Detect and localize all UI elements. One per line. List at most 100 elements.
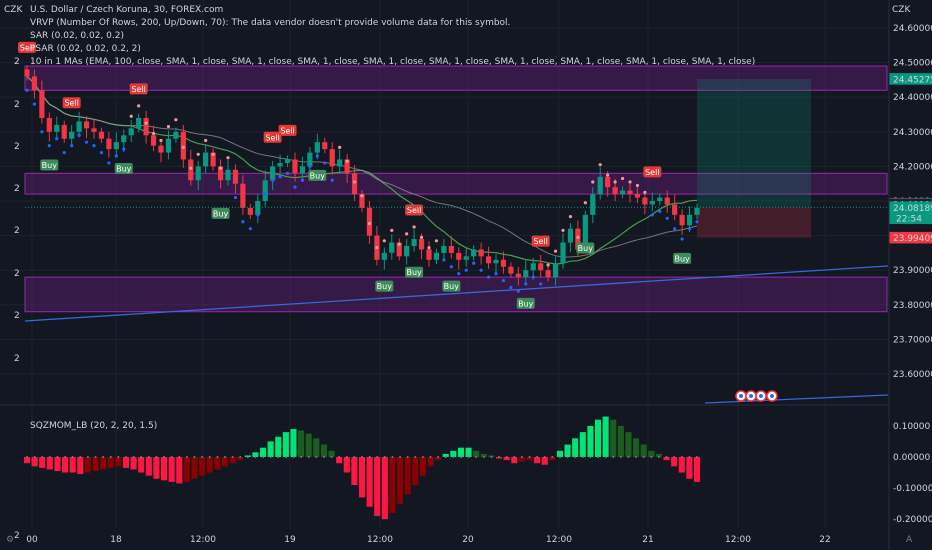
- momentum-bar[interactable]: [199, 457, 206, 476]
- candle[interactable]: [515, 273, 521, 278]
- momentum-bar[interactable]: [290, 429, 297, 457]
- trendline-projection[interactable]: [704, 394, 889, 404]
- momentum-bar[interactable]: [305, 433, 312, 457]
- momentum-bar[interactable]: [176, 457, 183, 484]
- buy-signal-label[interactable]: [516, 297, 535, 309]
- buy-signal-label[interactable]: [576, 242, 595, 254]
- buy-signal-label[interactable]: [375, 280, 394, 292]
- candle[interactable]: [270, 166, 276, 181]
- momentum-bar[interactable]: [671, 457, 678, 467]
- momentum-bar[interactable]: [206, 457, 213, 473]
- candle[interactable]: [210, 152, 216, 167]
- momentum-bar[interactable]: [275, 436, 282, 457]
- candle[interactable]: [262, 180, 268, 201]
- candle[interactable]: [500, 259, 507, 267]
- buy-signal-label[interactable]: [114, 162, 133, 174]
- momentum-bar[interactable]: [191, 457, 198, 479]
- momentum-bar[interactable]: [678, 457, 685, 473]
- buy-signal-label[interactable]: [405, 266, 424, 278]
- momentum-bar[interactable]: [39, 457, 46, 468]
- momentum-bar[interactable]: [153, 457, 160, 479]
- candle[interactable]: [567, 228, 574, 243]
- supply-demand-zone[interactable]: [24, 65, 888, 91]
- momentum-bar[interactable]: [298, 430, 305, 457]
- candle[interactable]: [597, 176, 603, 195]
- momentum-bar[interactable]: [435, 457, 442, 461]
- momentum-bar[interactable]: [503, 457, 510, 461]
- candle[interactable]: [538, 263, 544, 271]
- candle[interactable]: [83, 121, 90, 129]
- momentum-bar[interactable]: [267, 441, 274, 457]
- candle[interactable]: [642, 197, 648, 205]
- candle[interactable]: [24, 69, 30, 77]
- momentum-bar[interactable]: [54, 457, 61, 471]
- buy-signal-label[interactable]: [40, 159, 59, 171]
- momentum-bar[interactable]: [381, 457, 388, 520]
- momentum-bar[interactable]: [564, 444, 571, 457]
- candle[interactable]: [299, 166, 306, 174]
- momentum-bar[interactable]: [328, 450, 335, 457]
- momentum-bar[interactable]: [610, 419, 617, 457]
- momentum-bar[interactable]: [473, 450, 480, 457]
- candle[interactable]: [590, 194, 596, 215]
- candle[interactable]: [411, 239, 417, 246]
- candle[interactable]: [91, 128, 97, 132]
- candle[interactable]: [158, 145, 164, 153]
- momentum-bar[interactable]: [419, 457, 426, 476]
- candle[interactable]: [560, 242, 566, 264]
- candle[interactable]: [605, 176, 611, 188]
- indicator-vrvp[interactable]: VRVP (Number Of Rows, 200, Up/Down, 70):…: [30, 18, 510, 28]
- momentum-bar[interactable]: [214, 457, 221, 470]
- momentum-bar[interactable]: [549, 457, 556, 461]
- momentum-bar[interactable]: [465, 447, 472, 457]
- indicator-psar[interactable]: PSAR (0.02, 0.02, 0.2, 2): [30, 44, 141, 54]
- settings-icon[interactable]: ⚙: [6, 535, 14, 545]
- candle[interactable]: [508, 266, 514, 274]
- candle[interactable]: [188, 159, 194, 181]
- buy-signal-label[interactable]: [211, 207, 230, 219]
- momentum-bar[interactable]: [282, 432, 289, 457]
- momentum-bar[interactable]: [404, 457, 411, 495]
- momentum-bar[interactable]: [625, 432, 632, 457]
- momentum-bar[interactable]: [633, 438, 640, 457]
- candle[interactable]: [247, 207, 253, 215]
- momentum-bar[interactable]: [122, 457, 130, 468]
- momentum-bar[interactable]: [130, 457, 137, 470]
- momentum-bar[interactable]: [77, 457, 84, 475]
- momentum-bar[interactable]: [518, 457, 525, 462]
- candle[interactable]: [433, 252, 440, 260]
- candle[interactable]: [292, 159, 298, 174]
- sell-signal-label[interactable]: [531, 235, 550, 247]
- candle[interactable]: [31, 76, 38, 91]
- momentum-bar[interactable]: [480, 453, 487, 457]
- momentum-bar[interactable]: [313, 438, 320, 457]
- candle[interactable]: [396, 242, 402, 257]
- candle[interactable]: [217, 166, 224, 181]
- candle[interactable]: [69, 131, 75, 139]
- candle[interactable]: [456, 252, 462, 260]
- momentum-bar[interactable]: [237, 457, 244, 461]
- candle[interactable]: [686, 214, 693, 226]
- candle[interactable]: [344, 159, 350, 174]
- momentum-bar[interactable]: [229, 457, 236, 464]
- momentum-bar[interactable]: [320, 444, 327, 457]
- candle[interactable]: [493, 259, 499, 264]
- candle[interactable]: [121, 135, 127, 143]
- candle[interactable]: [143, 117, 149, 136]
- momentum-bar[interactable]: [602, 416, 609, 457]
- auto-scale-toggle[interactable]: A: [906, 535, 913, 545]
- momentum-bar[interactable]: [351, 457, 358, 485]
- candle[interactable]: [255, 201, 261, 215]
- sell-signal-label[interactable]: [62, 97, 81, 109]
- candle[interactable]: [552, 263, 559, 278]
- momentum-bar[interactable]: [221, 457, 228, 467]
- candle[interactable]: [225, 169, 231, 181]
- momentum-bar[interactable]: [686, 457, 693, 479]
- momentum-bar[interactable]: [617, 425, 624, 457]
- momentum-bar[interactable]: [579, 432, 586, 457]
- momentum-bar[interactable]: [541, 457, 548, 465]
- candle[interactable]: [463, 256, 469, 260]
- momentum-bar[interactable]: [46, 457, 53, 470]
- momentum-bar[interactable]: [92, 457, 99, 471]
- candle[interactable]: [284, 159, 291, 163]
